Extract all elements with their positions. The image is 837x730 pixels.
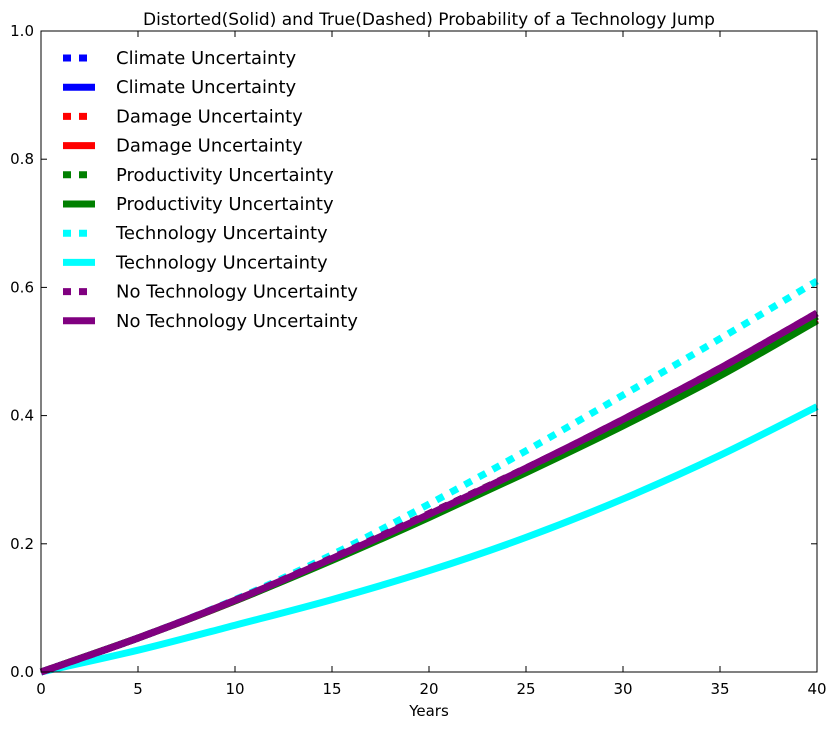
y-tick-label: 0.0 (10, 663, 34, 681)
legend-item: Technology Uncertainty (63, 252, 328, 273)
legend-label: Climate Uncertainty (116, 77, 296, 98)
legend-item: Climate Uncertainty (63, 48, 296, 69)
legend-label: No Technology Uncertainty (116, 282, 358, 303)
ticks-layer: 0 5 10 15 20 25 30 35 40 0.0 0.2 0.4 0.6 0.8 1.0 (10, 22, 826, 698)
y-tick-label: 0.6 (10, 278, 34, 296)
series-layer (39, 277, 819, 676)
legend-item: No Technology Uncertainty (63, 311, 358, 332)
legend-item: Damage Uncertainty (63, 136, 303, 157)
chart-title: Distorted(Solid) and True(Dashed) Probab… (143, 10, 715, 30)
legend-label: Damage Uncertainty (116, 106, 303, 127)
series-line-technology-uncertainty-solid (40, 403, 819, 676)
y-tick-label: 0.8 (10, 150, 34, 168)
legend-label: No Technology Uncertainty (116, 311, 358, 332)
y-tick-label: 1.0 (10, 22, 34, 40)
x-tick-label: 0 (36, 680, 46, 698)
x-tick-label: 15 (322, 680, 341, 698)
legend-item: Climate Uncertainty (63, 77, 296, 98)
x-tick-label: 5 (133, 680, 143, 698)
y-tick-label: 0.2 (10, 535, 34, 553)
legend-item: Technology Uncertainty (63, 223, 328, 244)
legend-item: Damage Uncertainty (63, 106, 303, 127)
legend-label: Productivity Uncertainty (116, 194, 334, 215)
legend-item: Productivity Uncertainty (63, 165, 334, 186)
x-tick-label: 30 (613, 680, 632, 698)
series-line-no-technology-uncertainty-solid (39, 309, 819, 676)
legend-label: Technology Uncertainty (115, 252, 328, 273)
legend: Climate Uncertainty Climate Uncertainty Da… (63, 48, 358, 332)
x-tick-label: 40 (807, 680, 826, 698)
x-tick-label: 25 (516, 680, 535, 698)
x-tick-label: 35 (710, 680, 729, 698)
x-tick-label: 20 (419, 680, 438, 698)
legend-label: Productivity Uncertainty (116, 165, 334, 186)
y-tick-label: 0.4 (10, 407, 34, 425)
legend-item: Productivity Uncertainty (63, 194, 334, 215)
x-axis-label: Years (408, 702, 449, 720)
legend-label: Technology Uncertainty (115, 223, 328, 244)
x-tick-label: 10 (225, 680, 244, 698)
legend-label: Climate Uncertainty (116, 48, 296, 69)
legend-item: No Technology Uncertainty (63, 282, 358, 303)
legend-label: Damage Uncertainty (116, 136, 303, 157)
